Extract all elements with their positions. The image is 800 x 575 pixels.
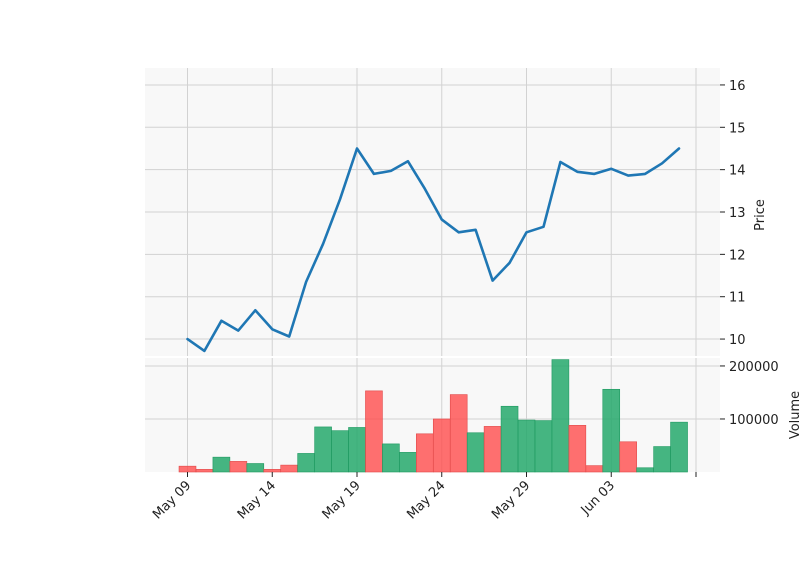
volume-bar: [314, 426, 332, 473]
volume-bar: [263, 469, 282, 473]
volume-bar: [416, 433, 434, 473]
price-line-layer: [186, 147, 681, 353]
volume-bar: [297, 453, 315, 473]
x-tick-label: May 29: [489, 478, 533, 522]
volume-bar: [399, 452, 417, 473]
volume-bar: [466, 432, 485, 473]
volume-bar: [178, 465, 197, 473]
price-y-tick-label: 15: [729, 121, 746, 136]
volume-bar: [500, 405, 519, 473]
price-y-tick-label: 16: [729, 79, 746, 94]
volume-bar: [382, 443, 400, 473]
volume-bar: [246, 463, 265, 473]
price-axis-title: Price: [753, 199, 768, 231]
volume-bar: [636, 467, 654, 473]
volume-y-tick-label: 100000: [729, 413, 779, 428]
price-y-tick-label: 11: [729, 291, 746, 306]
price-y-tick-label: 13: [729, 206, 746, 221]
volume-bar: [534, 420, 553, 473]
volume-bar: [619, 441, 637, 473]
volume-bar: [365, 390, 383, 473]
volume-bar: [551, 359, 570, 473]
volume-bar: [432, 418, 451, 473]
x-tick-label: May 19: [320, 478, 364, 522]
volume-bar: [331, 430, 349, 473]
volume-axis-title: Volume: [788, 391, 800, 439]
volume-bar: [602, 388, 621, 473]
volume-bar: [348, 427, 366, 473]
volume-bar: [449, 394, 468, 473]
volume-bar: [568, 425, 587, 473]
price-y-tick-label: 10: [729, 333, 746, 348]
volume-y-tick-label: 200000: [729, 360, 779, 375]
volume-bar: [229, 461, 248, 473]
price-y-tick-label: 12: [729, 248, 746, 263]
price-line: [186, 147, 681, 353]
volume-bar: [670, 421, 688, 473]
volume-bar: [212, 456, 231, 473]
x-tick-label: May 09: [150, 478, 194, 522]
volume-bar: [280, 464, 298, 473]
volume-bar: [653, 446, 671, 473]
x-tick-label: Jun 03: [578, 478, 618, 518]
volume-bar: [195, 469, 214, 473]
volume-bars: [178, 359, 688, 473]
volume-bar: [517, 419, 536, 473]
x-tick-label: May 24: [404, 478, 448, 522]
price-y-tick-label: 14: [729, 164, 746, 179]
volume-bar: [585, 465, 604, 473]
x-tick-label: May 14: [235, 478, 279, 522]
volume-bar: [483, 426, 502, 473]
